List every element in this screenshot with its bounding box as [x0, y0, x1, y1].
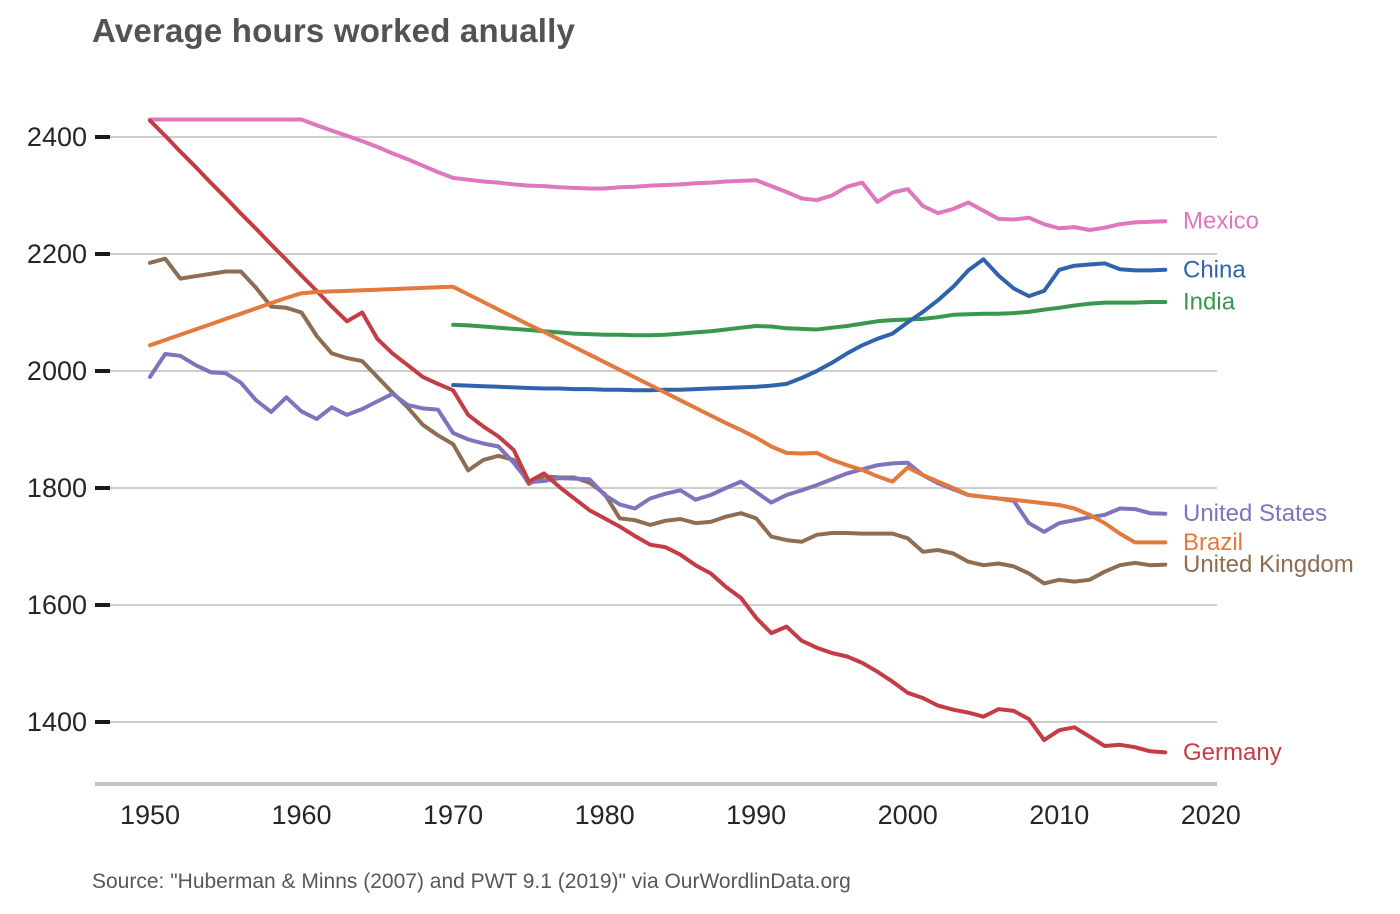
x-tick-label: 1950 — [120, 800, 180, 830]
y-axis-tick — [95, 603, 110, 607]
series-label-germany: Germany — [1183, 739, 1282, 766]
y-axis-tick — [95, 486, 110, 490]
y-tick-label: 1400 — [27, 707, 87, 737]
y-tick-label: 2000 — [27, 356, 87, 386]
series-label-india: India — [1183, 288, 1236, 315]
x-tick-label: 2010 — [1029, 800, 1089, 830]
y-tick-label: 1600 — [27, 590, 87, 620]
y-tick-label: 2200 — [27, 239, 87, 269]
series-label-china: China — [1183, 256, 1246, 283]
x-tick-label: 2000 — [878, 800, 938, 830]
y-tick-label: 2400 — [27, 122, 87, 152]
series-line-united-kingdom — [148, 256, 1168, 586]
series-line-germany — [148, 118, 1168, 755]
series-label-mexico: Mexico — [1183, 208, 1259, 235]
series-line-brazil — [148, 284, 1168, 545]
series-label-united-states: United States — [1183, 500, 1327, 527]
series-line-mexico — [148, 117, 1168, 232]
y-axis-tick — [95, 135, 110, 139]
series-line-china — [451, 257, 1168, 393]
chart-title: Average hours worked anually — [92, 12, 576, 49]
series-label-united-kingdom: United Kingdom — [1183, 551, 1354, 578]
y-axis-tick — [95, 252, 110, 256]
x-tick-label: 1960 — [272, 800, 332, 830]
y-tick-label: 1800 — [27, 473, 87, 503]
source-note: Source: "Huberman & Minns (2007) and PWT… — [92, 870, 851, 893]
series-line-united-states — [148, 352, 1168, 534]
x-tick-label: 1990 — [726, 800, 786, 830]
x-tick-label: 1980 — [575, 800, 635, 830]
x-tick-label: 1970 — [423, 800, 483, 830]
y-axis-tick — [95, 369, 110, 373]
series-line-india — [451, 300, 1168, 338]
x-tick-label: 2020 — [1181, 800, 1241, 830]
series-label-brazil: Brazil — [1183, 529, 1243, 556]
y-axis-tick — [95, 720, 110, 724]
